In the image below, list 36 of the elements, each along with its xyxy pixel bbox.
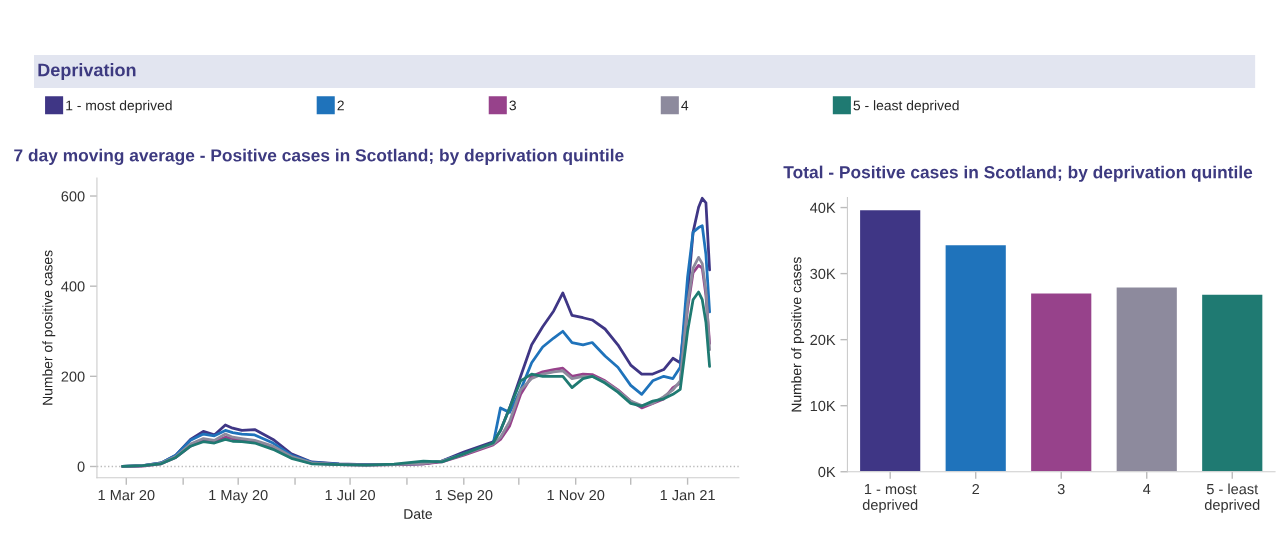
x-tick-label: 1 Jul 20 <box>325 489 376 501</box>
bar <box>1200 293 1264 472</box>
x-tick-label: 4 <box>1143 484 1151 495</box>
legend-label: 4 <box>681 100 689 111</box>
y-axis-title: Number of positive cases <box>42 250 56 405</box>
x-axis-title: Date <box>404 509 432 519</box>
y-tick-label: 0K <box>818 466 836 478</box>
y-tick-label: 20K <box>810 334 836 346</box>
legend-label: 2 <box>337 100 344 111</box>
x-tick-label: 5 - least deprived <box>1204 483 1260 513</box>
bar <box>1029 292 1093 472</box>
x-tick-label: 1 - most deprived <box>862 484 918 513</box>
x-tick-label: 3 <box>1057 483 1065 495</box>
x-tick-label: 1 Nov 20 <box>547 489 605 501</box>
y-tick-label: 600 <box>61 191 85 202</box>
bar <box>858 208 922 472</box>
y-tick-label: 40K <box>810 202 836 213</box>
x-tick-label: 1 Sep 20 <box>435 489 493 504</box>
x-tick-label: 1 Mar 20 <box>98 489 155 501</box>
chart-title: Total - Positive cases in Scotland; by deprivation quintile <box>783 165 1253 182</box>
x-tick-label: 1 Jan 21 <box>660 489 715 501</box>
text: Deprivation <box>38 63 136 80</box>
legend-label: 5 - least deprived <box>853 100 959 114</box>
y-tick-label: 400 <box>61 281 85 292</box>
y-tick-label: 10K <box>810 400 836 412</box>
x-tick-label: 2 <box>972 483 980 495</box>
legend-label: 1 - most deprived <box>66 100 172 114</box>
y-tick-label: 200 <box>61 371 85 382</box>
bar <box>1115 286 1179 472</box>
chart-title: 7 day moving average - Positive cases in Scotland; by deprivation quintile <box>14 148 624 166</box>
bar <box>944 243 1008 472</box>
x-tick-label: 1 May 20 <box>209 489 268 504</box>
legend-label: 3 <box>509 100 516 111</box>
y-tick-label: 30K <box>810 268 836 280</box>
y-axis-title: Number of positive cases <box>791 257 805 412</box>
y-tick-label: 0 <box>77 461 85 472</box>
